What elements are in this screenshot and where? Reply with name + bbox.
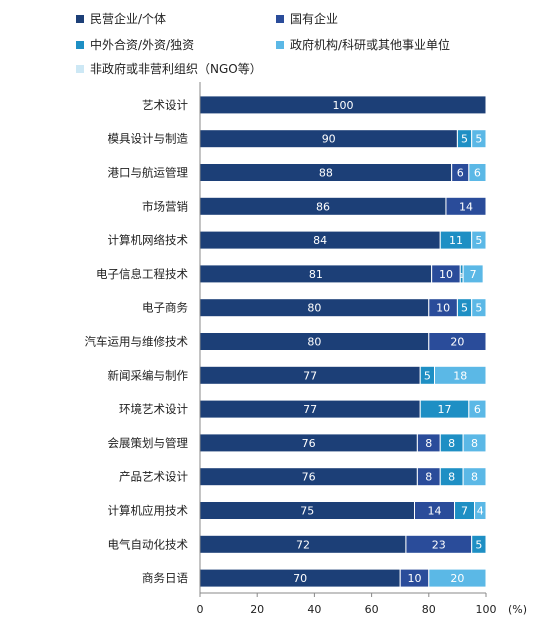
bar-segment	[471, 298, 487, 318]
data-label: 4	[477, 505, 484, 518]
x-tick-label: 60	[365, 603, 379, 616]
data-label: 6	[474, 403, 481, 416]
data-label: 5	[424, 369, 431, 382]
x-tick-label: 80	[422, 603, 436, 616]
bar-segment	[471, 129, 487, 149]
category-label: 计算机应用技术	[108, 504, 189, 518]
data-label: 84	[313, 234, 327, 247]
data-label: 10	[436, 302, 450, 315]
category-label: 产品艺术设计	[119, 470, 188, 484]
data-label: 6	[457, 167, 464, 180]
category-label: 新闻采编与制作	[108, 368, 189, 382]
legend-label: 国有企业	[290, 12, 339, 26]
legend-swatch	[76, 40, 84, 49]
bar-segment	[434, 365, 487, 385]
legend-swatch	[76, 14, 84, 23]
data-label: 8	[471, 437, 478, 450]
legend-swatch	[276, 40, 284, 49]
legend-swatch	[76, 64, 84, 73]
data-label: 1	[459, 272, 463, 280]
legend-item-foreign: 中外合资/外资/独资	[76, 36, 194, 53]
data-label: 75	[300, 505, 314, 518]
data-label: 80	[307, 302, 321, 315]
data-label: 77	[303, 403, 317, 416]
category-label: 环境艺术设计	[119, 402, 188, 416]
data-label: 18	[453, 369, 467, 382]
data-label: 8	[448, 437, 455, 450]
x-tick-label: 0	[197, 603, 204, 616]
data-label: 5	[475, 538, 482, 551]
data-label: 17	[438, 403, 452, 416]
data-label: 90	[322, 133, 336, 146]
category-label: 电子信息工程技术	[96, 267, 188, 281]
x-unit-label: (%)	[508, 603, 527, 616]
bar-segment	[468, 163, 487, 182]
bar-segment	[428, 568, 487, 588]
data-label: 6	[474, 167, 481, 180]
legend-label: 民营企业/个体	[90, 12, 167, 26]
bar-segment	[468, 399, 487, 419]
legend-label: 政府机构/科研或其他事业单位	[290, 38, 451, 52]
data-label: 10	[408, 572, 422, 585]
bar-segment	[474, 501, 487, 520]
category-label: 会展策划与管理	[108, 436, 189, 450]
data-label: 72	[296, 538, 310, 551]
bar-segment	[462, 264, 484, 284]
data-label: 5	[461, 302, 468, 315]
data-label: 77	[303, 369, 317, 382]
category-label: 计算机网络技术	[108, 233, 189, 247]
data-label: 14	[428, 505, 442, 518]
category-label: 艺术设计	[142, 98, 188, 112]
bar-segment	[462, 467, 487, 487]
bar-segment	[471, 534, 487, 554]
bar-segment	[428, 332, 487, 351]
data-label: 7	[470, 268, 477, 281]
legend-item-private: 民营企业/个体	[76, 10, 166, 27]
data-label: 86	[316, 200, 330, 213]
bar-segment	[462, 433, 487, 453]
legend: 民营企业/个体 国有企业 中外合资/外资/独资 政府机构/科研或其他事业单位 非…	[0, 0, 547, 80]
data-label: 10	[439, 268, 453, 281]
x-tick-label: 20	[250, 603, 264, 616]
data-label: 8	[425, 437, 432, 450]
data-label: 76	[302, 437, 316, 450]
data-label: 11	[449, 234, 463, 247]
bar-segment	[445, 196, 487, 216]
bar-segment	[471, 230, 487, 250]
data-label: 23	[432, 538, 446, 551]
data-label: 76	[302, 471, 316, 484]
data-label: 8	[448, 471, 455, 484]
data-label: 8	[425, 471, 432, 484]
data-label: 20	[450, 572, 464, 585]
category-label: 港口与航运管理	[108, 166, 189, 180]
legend-item-government: 政府机构/科研或其他事业单位	[276, 36, 450, 53]
data-label: 100	[333, 99, 354, 112]
legend-label: 非政府或非营利组织（NGO等）	[90, 62, 262, 76]
x-tick-label: 40	[307, 603, 321, 616]
legend-label: 中外合资/外资/独资	[90, 38, 195, 52]
legend-swatch	[276, 14, 284, 23]
legend-item-state: 国有企业	[276, 10, 338, 27]
data-label: 8	[471, 471, 478, 484]
category-label: 电气自动化技术	[108, 537, 189, 551]
data-label: 14	[459, 200, 473, 213]
data-label: 5	[461, 133, 468, 146]
data-label: 20	[450, 336, 464, 349]
data-label: 81	[309, 268, 323, 281]
data-label: 5	[475, 133, 482, 146]
data-label: 5	[475, 302, 482, 315]
data-label: 88	[319, 167, 333, 180]
data-label: 5	[475, 234, 482, 247]
data-label: 70	[293, 572, 307, 585]
category-label: 商务日语	[142, 571, 188, 585]
data-label: 7	[461, 505, 468, 518]
category-label: 汽车运用与维修技术	[85, 335, 189, 349]
x-tick-label: 100	[476, 603, 497, 616]
category-label: 模具设计与制造	[108, 132, 189, 146]
category-label: 市场营销	[142, 199, 188, 213]
legend-item-ngo: 非政府或非营利组织（NGO等）	[76, 60, 262, 77]
data-label: 80	[307, 336, 321, 349]
category-label: 电子商务	[142, 301, 188, 315]
